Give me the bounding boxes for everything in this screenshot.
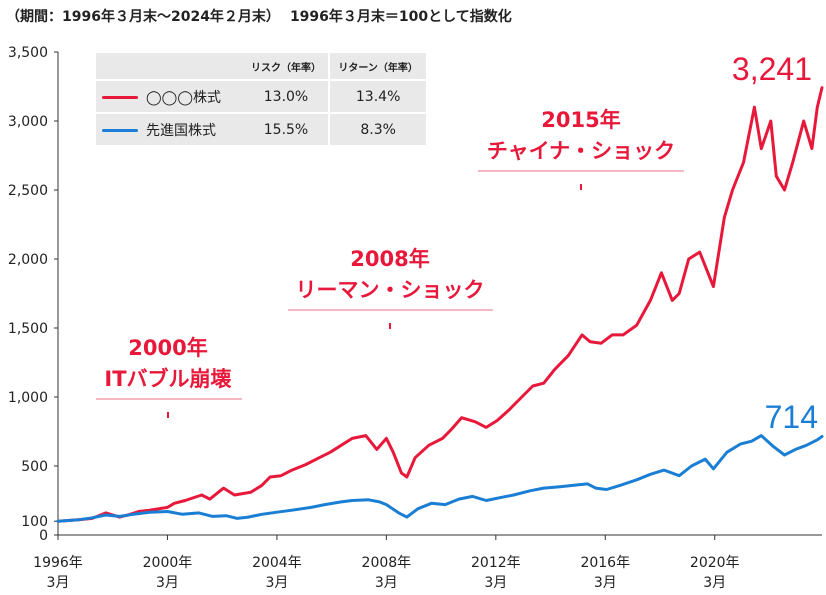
y-tick-label: 3,000: [8, 114, 48, 130]
y-tick-label: 1,500: [8, 321, 48, 337]
series-line-red: [56, 86, 824, 523]
series-line-blue: [56, 434, 824, 523]
x-tick-label-year: 1996年: [33, 555, 83, 571]
y-tick-label: 100: [21, 514, 48, 530]
x-tick-label-month: 3月: [703, 575, 726, 591]
chart-header: （期間：1996年３月末〜2024年２月末） 1996年３月末＝100として指数化: [6, 6, 512, 26]
period-text: （期間：1996年３月末〜2024年２月末）: [6, 9, 280, 25]
legend-row-blue: 先進国株式 15.5% 8.3%: [96, 112, 426, 145]
end-label-red: 3,241: [732, 51, 812, 87]
annotation-year: 2015年: [541, 108, 620, 132]
x-tick-label-month: 3月: [47, 575, 70, 591]
legend-swatch-blue: [102, 129, 138, 132]
legend-risk: 13.0%: [243, 79, 330, 113]
legend-header-return: リターン（年率）: [328, 53, 426, 80]
x-tick-label-year: 2016年: [580, 555, 630, 571]
x-tick-label-month: 3月: [594, 575, 617, 591]
legend-table: リスク（年率） リターン（年率） ◯◯◯株式 13.0% 13.4% 先進国株式…: [96, 53, 426, 145]
x-tick-label-year: 2020年: [690, 555, 740, 571]
end-label-blue: 714: [765, 399, 818, 435]
x-tick-label-year: 2012年: [471, 555, 521, 571]
legend-risk: 15.5%: [243, 112, 330, 145]
x-tick-label-month: 3月: [484, 575, 507, 591]
legend-return: 13.4%: [328, 79, 426, 113]
y-tick-label: 2,000: [8, 252, 48, 268]
y-tick-label: 500: [21, 459, 48, 475]
y-tick-label: 1,000: [8, 390, 48, 406]
x-tick-label-year: 2008年: [362, 555, 412, 571]
x-tick-label-month: 3月: [156, 575, 179, 591]
legend-name: ◯◯◯株式: [146, 89, 222, 106]
annotation-year: 2000年: [128, 336, 207, 360]
x-tick-label-year: 2000年: [143, 555, 193, 571]
legend-row-red: ◯◯◯株式 13.0% 13.4%: [96, 79, 426, 113]
x-tick-label-month: 3月: [265, 575, 288, 591]
legend-header-risk: リスク（年率）: [251, 62, 321, 74]
legend-name: 先進国株式: [146, 122, 216, 139]
legend-header-blank: [96, 53, 244, 80]
legend-return: 8.3%: [328, 112, 426, 145]
legend-swatch-red: [102, 96, 138, 99]
annotation-year: 2008年: [350, 247, 429, 271]
annotation-event: リーマン・ショック: [296, 278, 485, 302]
y-tick-label: 2,500: [8, 183, 48, 199]
base-note-text: 1996年３月末＝100として指数化: [289, 9, 512, 25]
annotation-event: ITバブル崩壊: [104, 367, 231, 391]
y-tick-label: 0: [39, 528, 48, 544]
annotation-event: チャイナ・ショック: [487, 139, 675, 163]
x-tick-label-year: 2004年: [252, 555, 302, 571]
x-tick-label-month: 3月: [375, 575, 398, 591]
y-tick-label: 3,500: [8, 45, 48, 61]
